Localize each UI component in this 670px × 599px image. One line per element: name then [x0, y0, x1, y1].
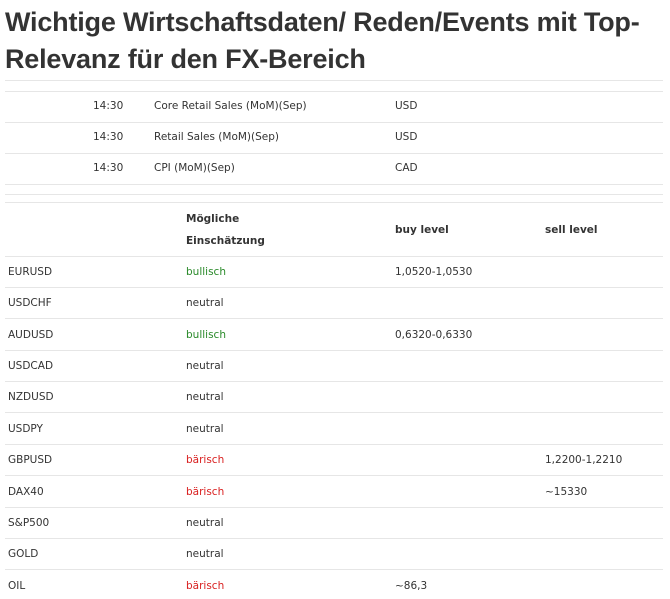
buy-level-value: 0,6320-0,6330 [395, 329, 473, 341]
row-divider [5, 475, 663, 476]
instrument-name: AUDUSD [8, 329, 54, 341]
instrument-name: NZDUSD [8, 391, 54, 403]
instrument-name: USDCAD [8, 360, 54, 372]
event-name: Retail Sales (MoM)(Sep) [154, 131, 280, 143]
assessment-value: neutral [186, 423, 224, 435]
instrument-name: S&P500 [8, 517, 50, 529]
event-currency: CAD [395, 162, 418, 174]
instrument-name: DAX40 [8, 486, 44, 498]
instrument-name: EURUSD [8, 266, 53, 278]
assessment-value: bullisch [186, 329, 226, 341]
assessment-value: bullisch [186, 266, 226, 278]
column-header-buy-level: buy level [395, 224, 449, 236]
sell-level-value: 1,2200-1,2210 [545, 454, 623, 466]
row-divider [5, 153, 663, 154]
assessment-value: neutral [186, 517, 224, 529]
assessment-value: neutral [186, 391, 224, 403]
row-divider [5, 91, 663, 92]
assessment-value: neutral [186, 360, 224, 372]
row-divider [5, 122, 663, 123]
row-divider [5, 569, 663, 570]
row-divider [5, 80, 663, 81]
assessment-value: bärisch [186, 454, 225, 466]
buy-level-value: 1,0520-1,0530 [395, 266, 473, 278]
row-divider [5, 538, 663, 539]
assessment-value: bärisch [186, 486, 225, 498]
row-divider [5, 256, 663, 257]
column-header-assessment: Einschätzung [186, 235, 265, 247]
buy-level-value: ~86,3 [395, 580, 428, 592]
event-currency: USD [395, 100, 418, 112]
event-time: 14:30 [93, 100, 124, 112]
row-divider [5, 350, 663, 351]
event-time: 14:30 [93, 131, 124, 143]
event-name: Core Retail Sales (MoM)(Sep) [154, 100, 307, 112]
assessment-value: neutral [186, 297, 224, 309]
row-divider [5, 318, 663, 319]
row-divider [5, 444, 663, 445]
instrument-name: OIL [8, 580, 26, 592]
row-divider [5, 412, 663, 413]
assessment-value: neutral [186, 548, 224, 560]
row-divider [5, 287, 663, 288]
row-divider [5, 194, 663, 195]
event-name: CPI (MoM)(Sep) [154, 162, 235, 174]
instrument-name: USDPY [8, 423, 43, 435]
instrument-name: GOLD [8, 548, 39, 560]
column-header-sell-level: sell level [545, 224, 598, 236]
page-title: Wichtige Wirtschaftsdaten/ Reden/Events … [5, 7, 640, 74]
event-currency: USD [395, 131, 418, 143]
instrument-name: GBPUSD [8, 454, 53, 466]
column-header-assessment: Mögliche [186, 213, 240, 225]
sell-level-value: ~15330 [545, 486, 588, 498]
row-divider [5, 202, 663, 203]
assessment-value: bärisch [186, 580, 225, 592]
event-time: 14:30 [93, 162, 124, 174]
row-divider [5, 381, 663, 382]
row-divider [5, 507, 663, 508]
instrument-name: USDCHF [8, 297, 52, 309]
row-divider [5, 184, 663, 185]
